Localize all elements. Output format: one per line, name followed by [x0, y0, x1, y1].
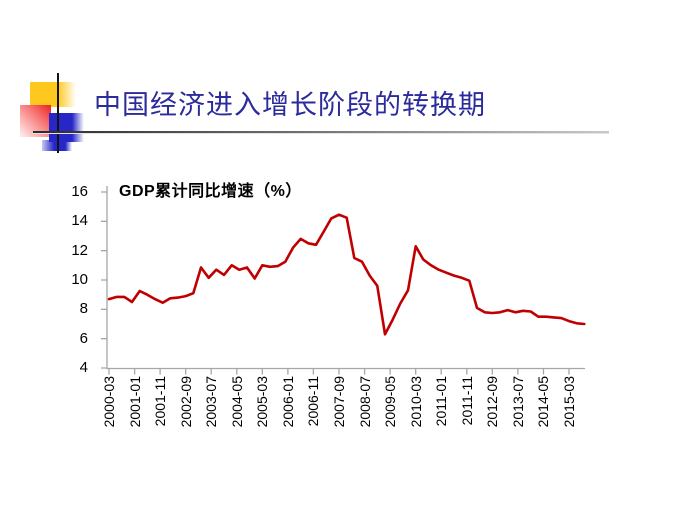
chart-axes — [101, 186, 585, 375]
x-tick-label: 2004-05 — [229, 376, 245, 428]
y-tick-label: 14 — [71, 212, 88, 229]
x-tick-label: 2006-11 — [305, 376, 321, 427]
x-tick-label: 2000-03 — [101, 376, 117, 428]
x-tick-label: 2001-01 — [127, 376, 143, 428]
x-tick-label: 2001-11 — [152, 376, 168, 427]
y-tick-label: 8 — [79, 300, 88, 317]
y-tick-label: 4 — [79, 359, 88, 376]
x-tick-label: 2008-07 — [357, 376, 373, 428]
y-tick-label: 10 — [71, 271, 88, 288]
decor-vertical-line — [57, 73, 59, 153]
chart-title: GDP累计同比增速（%） — [119, 183, 302, 200]
decor-yellow-square-icon — [30, 82, 76, 107]
y-tick-label: 12 — [71, 242, 88, 259]
x-tick-label: 2006-01 — [280, 376, 296, 428]
y-tick-label: 6 — [79, 330, 88, 347]
title-underline — [33, 131, 609, 134]
gdp-growth-line — [107, 213, 586, 336]
x-tick-label: 2005-03 — [254, 376, 270, 428]
x-tick-label: 2007-09 — [331, 376, 347, 428]
x-tick-label: 2010-03 — [408, 376, 424, 428]
x-tick-label: 2012-09 — [484, 376, 500, 428]
x-tick-label: 2014-05 — [535, 376, 551, 428]
x-tick-label: 2013-07 — [510, 376, 526, 428]
x-tick-label: 2002-09 — [178, 376, 194, 428]
slide-title: 中国经济进入增长阶段的转换期 — [94, 90, 486, 120]
x-tick-label: 2011-01 — [433, 376, 449, 427]
x-tick-label: 2011-11 — [459, 376, 475, 426]
y-tick-label: 16 — [71, 183, 88, 200]
x-tick-label: 2003-07 — [203, 376, 219, 428]
x-tick-label: 2009-05 — [382, 376, 398, 428]
decor-blue-square-icon — [49, 113, 84, 142]
x-tick-label: 2015-03 — [561, 376, 577, 428]
